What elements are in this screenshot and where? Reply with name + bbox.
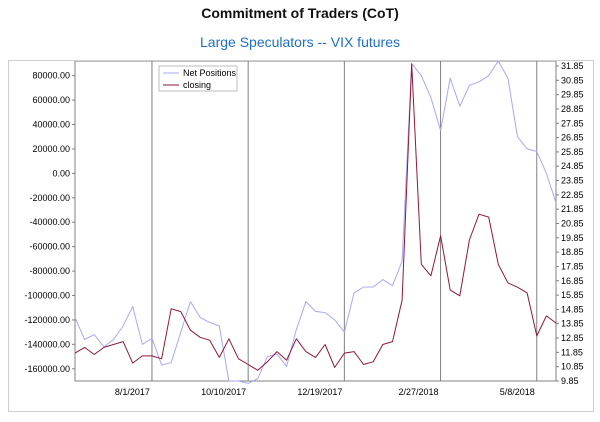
- right-tick-label: 13.85: [561, 319, 584, 329]
- x-tick-label: 12/19/2017: [297, 387, 342, 397]
- right-tick-label: 14.85: [561, 304, 584, 314]
- right-tick-label: 12.85: [561, 333, 584, 343]
- left-tick-label: 40000.00: [32, 120, 70, 130]
- x-axis: 8/1/2017 10/10/2017 12/19/2017 2/27/2018 5/8…: [115, 387, 535, 397]
- x-tick-label: 2/27/2018: [399, 387, 439, 397]
- left-tick-label: -80000.00: [29, 266, 70, 276]
- left-tick-label: 0.00: [52, 168, 70, 178]
- right-tick-label: 25.85: [561, 147, 584, 157]
- left-tick-label: 60000.00: [32, 95, 70, 105]
- chart-frame: 80000.00 60000.00 40000.00 20000.00 0.00 -200…: [8, 60, 594, 412]
- page-title: Commitment of Traders (CoT): [201, 5, 399, 21]
- left-tick-label: -140000.00: [24, 339, 70, 349]
- x-tick-label: 5/8/2018: [500, 387, 535, 397]
- left-axis: 80000.00 60000.00 40000.00 20000.00 0.00 -200…: [24, 71, 75, 374]
- right-tick-label: 18.85: [561, 247, 584, 257]
- right-tick-label: 23.85: [561, 176, 584, 186]
- right-axis: 31.85 30.85 29.85 28.85 27.85 26.85 25.85 24.85…: [556, 61, 584, 386]
- right-tick-label: 9.85: [561, 376, 579, 386]
- legend-label-closing: closing: [183, 80, 211, 90]
- right-tick-label: 21.85: [561, 204, 584, 214]
- right-tick-label: 11.85: [561, 347, 583, 357]
- right-tick-label: 24.85: [561, 161, 584, 171]
- line-chart: 80000.00 60000.00 40000.00 20000.00 0.00 -200…: [24, 61, 584, 397]
- right-tick-label: 22.85: [561, 190, 584, 200]
- left-tick-label: 20000.00: [32, 144, 70, 154]
- series-line-net-positions: [74, 61, 557, 384]
- legend-box: [158, 65, 238, 92]
- left-tick-label: -40000.00: [29, 217, 70, 227]
- left-tick-label: -120000.00: [24, 315, 70, 325]
- right-tick-label: 29.85: [561, 90, 584, 100]
- right-tick-label: 15.85: [561, 290, 584, 300]
- left-tick-label: -160000.00: [24, 364, 70, 374]
- x-tick-label: 10/10/2017: [201, 387, 246, 397]
- right-tick-label: 17.85: [561, 261, 584, 271]
- right-tick-label: 10.85: [561, 362, 584, 372]
- chart-subtitle: Large Speculators -- VIX futures: [200, 34, 400, 50]
- series-layer: [74, 61, 557, 384]
- right-tick-label: 16.85: [561, 276, 584, 286]
- right-tick-label: 19.85: [561, 233, 584, 243]
- left-tick-label: -20000.00: [29, 193, 70, 203]
- legend-label-net-positions: Net Positions: [183, 68, 237, 78]
- left-tick-label: 80000.00: [32, 71, 70, 81]
- right-tick-label: 30.85: [561, 75, 584, 85]
- x-tick-label: 8/1/2017: [115, 387, 150, 397]
- plot-area: [74, 61, 557, 382]
- right-tick-label: 31.85: [561, 61, 584, 71]
- left-tick-label: -60000.00: [29, 242, 70, 252]
- right-tick-label: 20.85: [561, 219, 584, 229]
- chart-legend: Net Positions closing: [158, 65, 238, 92]
- left-tick-label: -100000.00: [24, 291, 70, 301]
- series-line-closing: [74, 63, 557, 371]
- grid-lines: [151, 61, 538, 381]
- right-tick-label: 26.85: [561, 133, 584, 143]
- right-tick-label: 27.85: [561, 118, 584, 128]
- right-tick-label: 28.85: [561, 104, 584, 114]
